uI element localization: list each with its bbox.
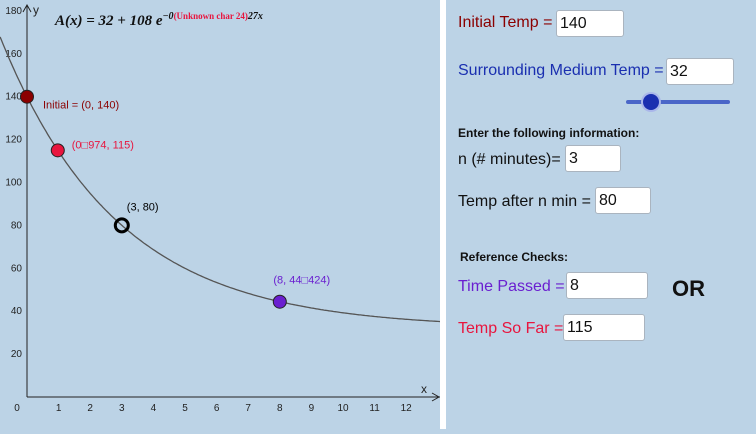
- panel-divider: [440, 0, 446, 429]
- curve-point[interactable]: [272, 294, 287, 309]
- y-axis-arrow: [22, 3, 32, 13]
- x-tick-label: 3: [119, 403, 125, 414]
- curve-points[interactable]: Initial = (0, 140) (0□974, 115) (3, 80) (8,…: [20, 89, 331, 309]
- y-tick-label: 120: [5, 135, 22, 146]
- x-axis-arrow: [431, 392, 441, 402]
- exponential-chart[interactable]: y x 0 1 2 3 4 5 6 7 8 9 10 11 12 2040608010012014016…: [0, 0, 453, 429]
- initial-temp-label: Initial Temp =: [458, 14, 553, 31]
- y-tick-label: 180: [5, 6, 22, 17]
- curve-point[interactable]: [20, 89, 34, 104]
- temp-so-far-label: Temp So Far =: [458, 320, 564, 337]
- enter-info-label: Enter the following information:: [458, 126, 640, 140]
- decay-curve: [0, 36, 453, 323]
- y-tick-label: 140: [5, 92, 22, 103]
- medium-temp-slider-knob[interactable]: [643, 94, 659, 110]
- formula-exp-suffix: 27x: [247, 11, 263, 22]
- x-tick-label: 10: [337, 403, 349, 414]
- y-tick-label: 100: [5, 178, 22, 189]
- y-tick-label: 60: [11, 263, 23, 274]
- x-tick-label: 7: [245, 403, 251, 414]
- x-tick-label: 12: [401, 403, 413, 414]
- time-passed-label: Time Passed =: [458, 278, 565, 295]
- graph-view[interactable]: y x 0 1 2 3 4 5 6 7 8 9 10 11 12 20 40 60 80 100 120 140 16…: [0, 0, 453, 429]
- y-tick-label: 40: [11, 306, 23, 317]
- reference-checks-label: Reference Checks:: [460, 250, 569, 264]
- x-tick-label: 8: [277, 403, 283, 414]
- y-tick-label: 80: [11, 220, 23, 231]
- curve-point[interactable]: [113, 217, 130, 234]
- x-tick-label: 2: [87, 403, 93, 414]
- curve-point-label: (3, 80): [127, 201, 159, 213]
- curve-point-label: (8, 44□424): [273, 275, 330, 287]
- n-minutes-input[interactable]: 3: [565, 145, 621, 172]
- y-tick-labels: 20 40 60 80 100 120 140 160 180: [5, 6, 22, 360]
- temp-after-input[interactable]: 80: [595, 187, 651, 214]
- formula-lhs: A(x) = 32 + 108 e: [54, 13, 163, 29]
- formula: A(x) = 32 + 108 e−0(Unknown char 24)27x: [54, 11, 263, 29]
- medium-temp-slider-track[interactable]: [626, 100, 730, 104]
- temp-so-far-input[interactable]: 115: [563, 314, 645, 341]
- medium-temp-label: Surrounding Medium Temp =: [458, 62, 664, 79]
- formula-exp-prefix: −0: [163, 11, 174, 22]
- axes: y x: [22, 3, 441, 402]
- or-label: OR: [672, 276, 705, 301]
- y-tick-label: 20: [11, 349, 23, 360]
- formula-exp-error: (Unknown char 24): [174, 11, 248, 21]
- x-tick-label: 6: [214, 403, 220, 414]
- curve-point[interactable]: [50, 143, 65, 158]
- y-tick-label: 160: [5, 49, 22, 60]
- y-axis-label: y: [33, 3, 39, 17]
- curve-point-label: Initial = (0, 140): [43, 100, 119, 112]
- initial-temp-input[interactable]: 140: [556, 10, 624, 37]
- x-tick-label: 1: [56, 403, 62, 414]
- x-tick-label: 11: [369, 403, 380, 414]
- x-tick-label: 0: [14, 403, 20, 414]
- control-panel: Initial Temp = 140 Surrounding Medium Te…: [446, 0, 756, 429]
- time-passed-input[interactable]: 8: [566, 272, 648, 299]
- x-axis-label: x: [421, 382, 427, 396]
- medium-temp-input[interactable]: 32: [666, 58, 734, 85]
- x-tick-label: 5: [182, 403, 188, 414]
- x-tick-labels: 0 1 2 3 4 5 6 7 8 9 10 11 12: [14, 403, 412, 414]
- temp-after-label: Temp after n min =: [458, 193, 591, 210]
- n-minutes-label: n (# minutes)=: [458, 151, 561, 168]
- x-tick-label: 9: [309, 403, 315, 414]
- x-tick-label: 4: [151, 403, 157, 414]
- curve-point-label: (0□974, 115): [72, 139, 134, 151]
